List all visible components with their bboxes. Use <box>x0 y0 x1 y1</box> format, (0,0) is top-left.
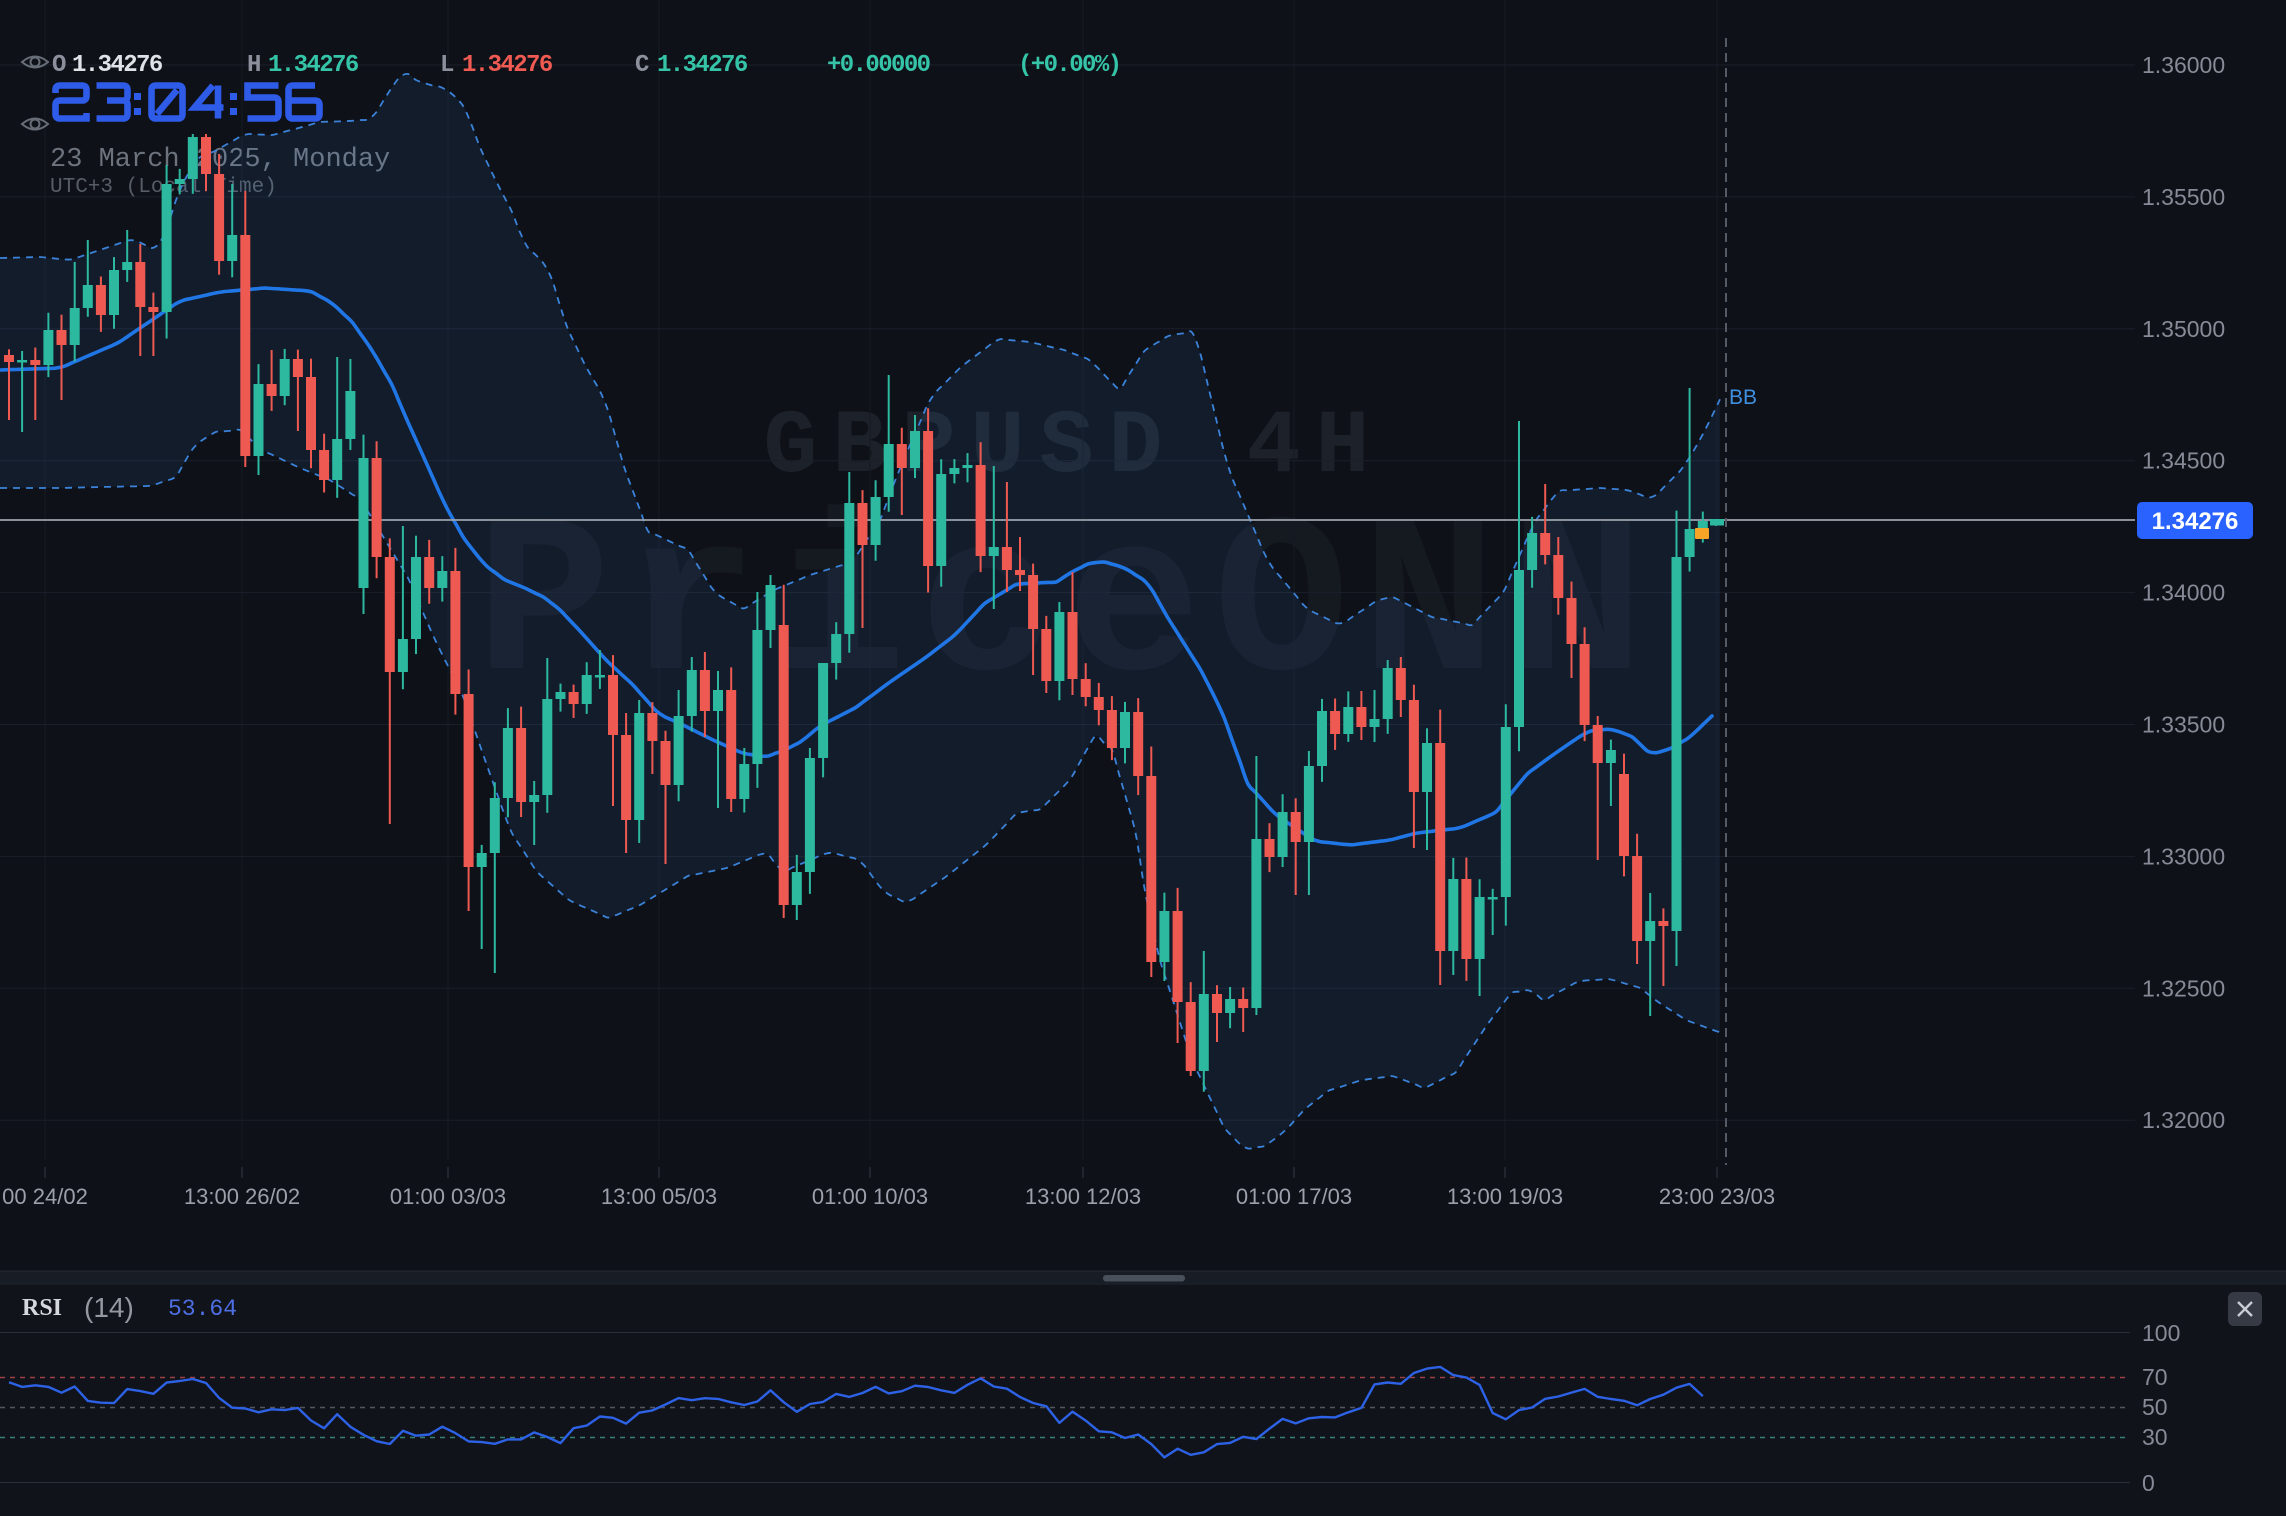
svg-text:30: 30 <box>2142 1424 2168 1450</box>
svg-text:23 March 2025, Monday: 23 March 2025, Monday <box>50 145 390 175</box>
svg-text:(+0.00%): (+0.00%) <box>1018 52 1120 79</box>
svg-text:01:00 17/03: 01:00 17/03 <box>1236 1184 1352 1209</box>
svg-text:1.34000: 1.34000 <box>2142 580 2225 606</box>
svg-text:1.35500: 1.35500 <box>2142 184 2225 210</box>
svg-text:13:00 26/02: 13:00 26/02 <box>184 1184 300 1209</box>
svg-text:23:00 23/03: 23:00 23/03 <box>1659 1184 1775 1209</box>
svg-text:1.34500: 1.34500 <box>2142 448 2225 474</box>
svg-text:50: 50 <box>2142 1394 2168 1420</box>
svg-text:GBPUSD 4H: GBPUSD 4H <box>763 397 1384 499</box>
svg-text:01:00 10/03: 01:00 10/03 <box>812 1184 928 1209</box>
svg-text:13:00 05/03: 13:00 05/03 <box>601 1184 717 1209</box>
svg-text:1.33500: 1.33500 <box>2142 712 2225 738</box>
svg-text:BB: BB <box>1729 386 1757 409</box>
svg-text:L: L <box>440 52 454 79</box>
svg-text:1.34276: 1.34276 <box>2152 508 2239 535</box>
svg-text:1.34276: 1.34276 <box>657 52 748 79</box>
svg-text:RSI: RSI <box>22 1295 62 1321</box>
svg-text:1.34276: 1.34276 <box>268 52 359 79</box>
svg-text:1.32500: 1.32500 <box>2142 975 2225 1001</box>
svg-text:70: 70 <box>2142 1364 2168 1390</box>
svg-text:1.34276: 1.34276 <box>72 52 163 79</box>
svg-text:C: C <box>635 52 649 79</box>
svg-text:13:00 19/03: 13:00 19/03 <box>1447 1184 1563 1209</box>
svg-text:H: H <box>247 52 260 79</box>
svg-text:1.32000: 1.32000 <box>2142 1107 2225 1133</box>
svg-text:1.33000: 1.33000 <box>2142 843 2225 869</box>
svg-text:53.64: 53.64 <box>168 1296 237 1322</box>
svg-text:O: O <box>52 52 66 79</box>
svg-text:(14): (14) <box>84 1292 134 1323</box>
svg-text:1.36000: 1.36000 <box>2142 52 2225 78</box>
svg-text:100: 100 <box>2142 1320 2180 1346</box>
svg-text:1.34276: 1.34276 <box>462 52 553 79</box>
svg-text:+0.00000: +0.00000 <box>827 52 931 79</box>
svg-text:00 24/02: 00 24/02 <box>2 1184 88 1209</box>
svg-text:0: 0 <box>2142 1470 2155 1496</box>
svg-text:01:00 03/03: 01:00 03/03 <box>390 1184 506 1209</box>
svg-text:13:00 12/03: 13:00 12/03 <box>1025 1184 1141 1209</box>
svg-text:1.35000: 1.35000 <box>2142 316 2225 342</box>
